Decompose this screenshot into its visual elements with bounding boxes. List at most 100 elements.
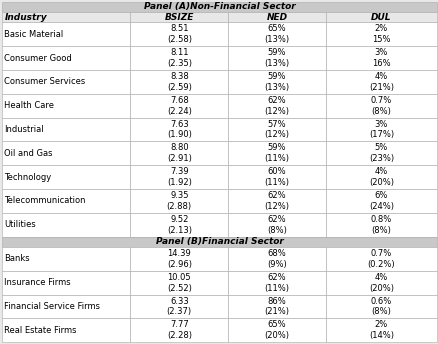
Bar (228, 165, 325, 189)
Bar (130, 165, 228, 189)
Text: 2%
(14%): 2% (14%) (368, 321, 393, 340)
Text: 2%
15%: 2% 15% (371, 24, 390, 44)
Bar (325, 22, 436, 46)
Bar (2, 271, 130, 295)
Text: 6%
(24%): 6% (24%) (368, 191, 393, 211)
Text: NED: NED (266, 13, 287, 22)
Bar (228, 94, 325, 118)
Text: Panel (B)Financial Sector: Panel (B)Financial Sector (155, 237, 283, 246)
Bar (2, 213, 130, 237)
Bar (2, 189, 130, 213)
Bar (130, 213, 228, 237)
Text: 8.80
(2.91): 8.80 (2.91) (166, 143, 191, 163)
Text: 0.8%
(8%): 0.8% (8%) (370, 215, 391, 235)
Bar (130, 141, 228, 165)
Text: 3%
16%: 3% 16% (371, 48, 390, 68)
Text: 9.35
(2.88): 9.35 (2.88) (166, 191, 191, 211)
Text: 7.63
(1.90): 7.63 (1.90) (166, 120, 191, 139)
Text: 6.33
(2.37): 6.33 (2.37) (166, 297, 191, 316)
Text: 57%
(12%): 57% (12%) (264, 120, 289, 139)
Bar (228, 22, 325, 46)
Bar (228, 12, 325, 22)
Text: 62%
(12%): 62% (12%) (264, 191, 289, 211)
Text: 8.11
(2.35): 8.11 (2.35) (166, 48, 191, 68)
Bar (228, 118, 325, 141)
Text: 8.38
(2.59): 8.38 (2.59) (166, 72, 191, 92)
Bar (2, 22, 130, 46)
Text: 8.51
(2.58): 8.51 (2.58) (166, 24, 191, 44)
Bar (228, 319, 325, 342)
Text: 0.7%
(8%): 0.7% (8%) (370, 96, 391, 116)
Bar (130, 118, 228, 141)
Text: Industrial: Industrial (4, 125, 44, 134)
Text: 5%
(23%): 5% (23%) (368, 143, 393, 163)
Text: 14.39
(2.96): 14.39 (2.96) (166, 249, 191, 269)
Bar (325, 319, 436, 342)
Bar (130, 12, 228, 22)
Text: Basic Material: Basic Material (4, 30, 64, 39)
Bar (228, 141, 325, 165)
Text: 65%
(13%): 65% (13%) (264, 24, 289, 44)
Bar (228, 189, 325, 213)
Bar (228, 70, 325, 94)
Text: 62%
(8%): 62% (8%) (267, 215, 286, 235)
Bar (2, 2, 436, 12)
Text: Oil and Gas: Oil and Gas (4, 149, 53, 158)
Text: 59%
(11%): 59% (11%) (264, 143, 289, 163)
Bar (325, 247, 436, 271)
Bar (2, 237, 436, 247)
Bar (2, 46, 130, 70)
Text: Financial Service Firms: Financial Service Firms (4, 302, 100, 311)
Text: Utilities: Utilities (4, 220, 36, 229)
Bar (325, 70, 436, 94)
Text: Panel (A)Non-Financial Sector: Panel (A)Non-Financial Sector (143, 2, 295, 11)
Text: 59%
(13%): 59% (13%) (264, 72, 289, 92)
Bar (130, 247, 228, 271)
Text: 62%
(11%): 62% (11%) (264, 273, 289, 293)
Bar (228, 213, 325, 237)
Text: Health Care: Health Care (4, 101, 54, 110)
Bar (130, 70, 228, 94)
Bar (2, 12, 130, 22)
Text: 4%
(20%): 4% (20%) (368, 273, 393, 293)
Bar (325, 118, 436, 141)
Text: 65%
(20%): 65% (20%) (264, 321, 289, 340)
Text: DUL: DUL (370, 13, 391, 22)
Bar (228, 295, 325, 319)
Text: Real Estate Firms: Real Estate Firms (4, 326, 77, 335)
Text: 4%
(20%): 4% (20%) (368, 167, 393, 187)
Bar (2, 319, 130, 342)
Bar (130, 271, 228, 295)
Text: 86%
(21%): 86% (21%) (264, 297, 289, 316)
Text: Consumer Good: Consumer Good (4, 54, 72, 63)
Bar (325, 46, 436, 70)
Bar (2, 70, 130, 94)
Text: 0.6%
(8%): 0.6% (8%) (370, 297, 391, 316)
Text: Telecommunication: Telecommunication (4, 196, 86, 205)
Bar (130, 22, 228, 46)
Bar (228, 46, 325, 70)
Bar (325, 213, 436, 237)
Text: 3%
(17%): 3% (17%) (368, 120, 393, 139)
Text: 68%
(9%): 68% (9%) (267, 249, 286, 269)
Text: Technology: Technology (4, 173, 52, 182)
Bar (325, 165, 436, 189)
Text: 7.39
(1.92): 7.39 (1.92) (166, 167, 191, 187)
Bar (325, 189, 436, 213)
Bar (2, 295, 130, 319)
Text: 62%
(12%): 62% (12%) (264, 96, 289, 116)
Bar (130, 46, 228, 70)
Bar (130, 189, 228, 213)
Text: 4%
(21%): 4% (21%) (368, 72, 393, 92)
Text: 0.7%
(0.2%): 0.7% (0.2%) (367, 249, 394, 269)
Text: 60%
(11%): 60% (11%) (264, 167, 289, 187)
Bar (228, 247, 325, 271)
Bar (325, 295, 436, 319)
Bar (325, 271, 436, 295)
Bar (2, 94, 130, 118)
Bar (130, 94, 228, 118)
Text: Consumer Services: Consumer Services (4, 77, 85, 86)
Bar (228, 271, 325, 295)
Bar (130, 319, 228, 342)
Bar (2, 247, 130, 271)
